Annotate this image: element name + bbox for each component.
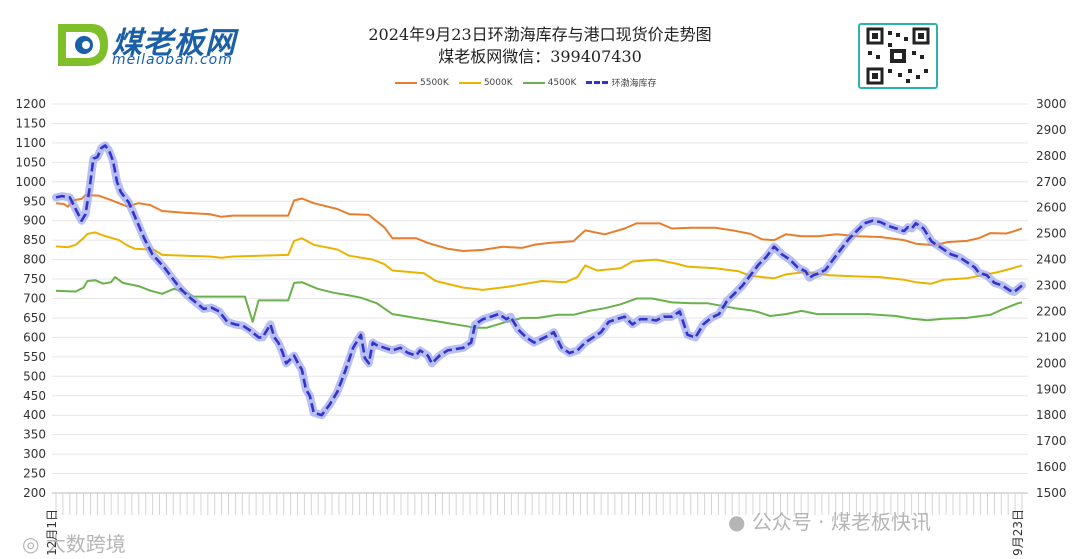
y-right-tick-label: 2300 — [1036, 279, 1067, 293]
y-left-tick-label: 800 — [23, 253, 46, 267]
series-line-5000k — [55, 231, 1023, 291]
x-tick-label-end: 9月23日 — [1011, 509, 1025, 556]
y-right-tick-label: 2000 — [1036, 356, 1067, 370]
legend-item-5000k: 5000K — [458, 77, 513, 88]
y-left-tick-label: 400 — [23, 408, 46, 422]
chart-title-line1: 2024年9月23日环渤海库存与港口现货价走势图 — [368, 25, 712, 44]
series-line-5500k — [55, 194, 1023, 252]
qr-pattern — [866, 27, 930, 85]
y-left-tick-label: 700 — [23, 292, 46, 306]
x-tick-label-start: 12月1日 — [45, 509, 59, 556]
y-right-tick-label: 1700 — [1036, 434, 1067, 448]
y-right-tick-label: 2900 — [1036, 123, 1067, 137]
y-right-tick-label: 2600 — [1036, 201, 1067, 215]
y-left-tick-label: 500 — [23, 369, 46, 383]
chart-title: 2024年9月23日环渤海库存与港口现货价走势图 煤老板网微信：39940743… — [330, 24, 750, 68]
watermark-left-text: 大数跨境 — [45, 532, 126, 556]
legend-label-5000k: 5000K — [483, 77, 513, 88]
y-left-tick-label: 450 — [23, 389, 46, 403]
series-line-4500k — [55, 276, 1023, 329]
y-right-tick-label: 1500 — [1036, 486, 1067, 500]
logo-brand-text: 煤老板网 — [112, 26, 236, 61]
legend-label-4500k: 4500K — [547, 77, 577, 88]
legend-item-inventory: 环渤海库存 — [586, 76, 656, 89]
y-left-tick-label: 600 — [23, 330, 46, 344]
chart-title-line2: 煤老板网微信：399407430 — [438, 47, 642, 66]
watermark-left: ◎ 大数跨境 — [22, 528, 126, 557]
y-right-tick-label: 1900 — [1036, 382, 1067, 396]
y-left-tick-label: 850 — [23, 233, 46, 247]
legend-swatch-4500k — [522, 81, 545, 84]
y-left-tick-label: 250 — [23, 467, 46, 481]
y-left-tick-label: 900 — [23, 214, 46, 228]
watermark-right-icon: ● — [728, 510, 746, 534]
y-left-tick-label: 1050 — [15, 155, 46, 169]
y-left-tick-label: 1000 — [15, 175, 46, 189]
logo-mark-icon — [58, 24, 108, 66]
legend-swatch-5000k — [458, 81, 481, 84]
y-right-tick-label: 2200 — [1036, 304, 1067, 318]
legend-swatch-inventory — [586, 81, 609, 84]
y-right-tick-label: 1800 — [1036, 408, 1067, 422]
y-left-tick-label: 750 — [23, 272, 46, 286]
watermark-left-icon: ◎ — [22, 532, 40, 556]
y-right-tick-label: 3000 — [1036, 97, 1067, 111]
y-right-tick-label: 2500 — [1036, 227, 1067, 241]
y-left-tick-label: 550 — [23, 350, 46, 364]
watermark-right-text: 公众号 · 煤老板快讯 — [751, 510, 931, 534]
watermark-right: ● 公众号 · 煤老板快讯 — [728, 506, 931, 535]
legend-label-5500k: 5500K — [420, 77, 449, 88]
y-left-tick-label: 1200 — [15, 97, 46, 111]
legend-label-inventory: 环渤海库存 — [611, 79, 657, 89]
legend-swatch-5500k — [395, 81, 417, 84]
y-left-tick-label: 350 — [23, 428, 46, 442]
legend-item-5500k: 5500K — [395, 78, 449, 88]
y-left-tick-label: 1100 — [15, 136, 46, 150]
series-line-inventory — [55, 144, 1023, 417]
y-right-tick-label: 1600 — [1036, 460, 1067, 474]
legend-item-4500k: 4500K — [522, 77, 577, 88]
y-left-tick-label: 1150 — [15, 116, 46, 130]
y-left-tick-label: 200 — [23, 486, 46, 500]
y-right-tick-label: 2100 — [1036, 330, 1067, 344]
qr-code-icon — [858, 23, 938, 89]
y-left-tick-label: 300 — [23, 447, 46, 461]
brand-logo: 煤老板网 meilaoban.com — [52, 18, 302, 74]
chart-legend: 5500K 5000K 4500K 环渤海库存 — [395, 76, 656, 89]
y-right-tick-label: 2800 — [1036, 149, 1067, 163]
logo-url-text: meilaoban.com — [112, 52, 233, 68]
y-left-tick-label: 650 — [23, 311, 46, 325]
series-line-inventory-glow — [52, 141, 1026, 420]
y-left-tick-label: 950 — [23, 194, 46, 208]
y-right-tick-label: 2400 — [1036, 253, 1067, 267]
y-right-tick-label: 2700 — [1036, 175, 1067, 189]
